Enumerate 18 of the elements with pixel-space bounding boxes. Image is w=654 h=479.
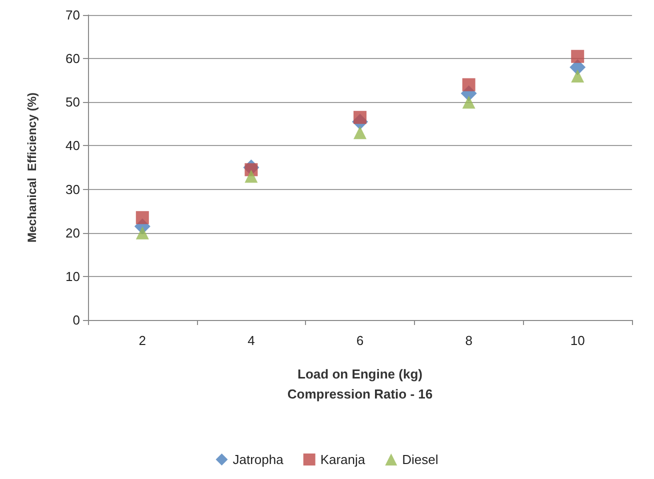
legend-label: Diesel [402,452,438,467]
y-tick-label: 50 [66,94,80,110]
y-tick-label: 20 [66,225,80,240]
x-tick-label: 2 [138,333,146,348]
y-tick-label: 60 [66,51,80,66]
x-tick-label: 8 [465,333,472,348]
y-tick-label: 30 [66,182,80,197]
y-tick-label: 40 [66,138,80,154]
y-tick-label: 0 [72,312,80,328]
x-tick-label: 4 [248,333,255,348]
y-tick-label: 70 [66,8,80,22]
y-tick-label: 10 [66,268,80,284]
y-axis-title: Mechanical Efficiency (%) [25,92,39,243]
x-axis-title: Load on Engine (kg) Compression Ratio - 16 [287,366,433,402]
legend-label: Jatropha [232,452,284,467]
x-tick-label: 6 [356,333,364,348]
x-tick-label: 10 [570,333,585,348]
legend-label: Karanja [320,452,366,467]
